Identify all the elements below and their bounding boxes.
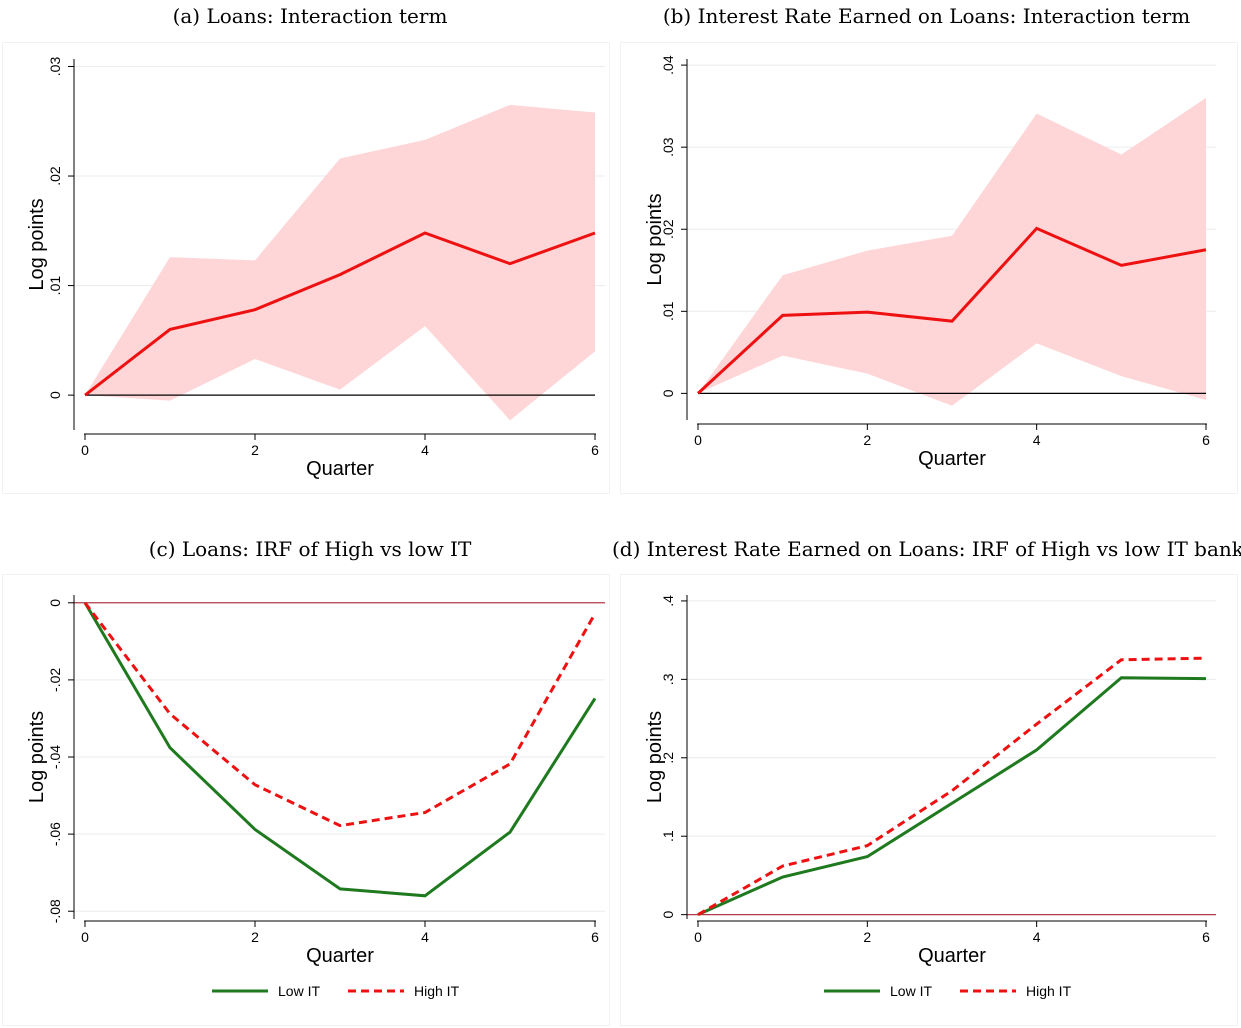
x-tick-label: 4 [421,929,429,945]
legend-label-high-it: High IT [1026,983,1072,999]
y-tick-label: .01 [660,301,676,321]
panel-b: 0 .01 .02 .03 .04 0 2 4 6 Quarter Log points [620,42,1238,494]
chart-b: 0 .01 .02 .03 .04 0 2 4 6 Quarter Log points [644,55,1216,470]
y-tick-label: .01 [47,276,63,296]
caption-c: (c) Loans: IRF of High vs low IT [148,537,472,561]
series-line-high-it [697,656,1207,916]
y-tick-label: .03 [660,137,676,157]
x-tick-label: 2 [251,442,259,458]
estimate-line [696,226,1207,395]
x-tick-label: 2 [863,929,871,945]
y-axis-title: Log points [26,198,48,290]
caption-a: (a) Loans: Interaction term [172,4,448,28]
panel-c: 0 -.02 -.04 -.06 -.08 0 2 4 6 Quarter Log points Lo… [2,574,610,1026]
chart-d: 0 .1 .2 .3 .4 0 2 4 6 Quarter Log points Low IT High… [644,595,1216,999]
y-tick-label: 0 [660,389,676,397]
x-tick-label: 0 [81,442,89,458]
x-tick-label: 4 [1033,432,1041,448]
y-tick-label: .03 [47,57,63,77]
legend-label-low-it: Low IT [890,983,932,999]
y-tick-label: .2 [660,752,676,764]
x-tick-label: 4 [1033,929,1041,945]
series-line-low-it [697,676,1207,917]
confidence-band [85,104,595,421]
legend: Low IT High IT [824,983,1072,999]
y-tick-label: .04 [660,55,676,75]
y-tick-label: .02 [660,219,676,239]
y-tick-label: .1 [660,830,676,842]
confidence-band [698,97,1206,406]
x-axis-title: Quarter [918,945,986,967]
estimate-line [84,231,596,397]
chart-c: 0 -.02 -.04 -.06 -.08 0 2 4 6 Quarter Log points Lo… [26,595,605,999]
y-axis-title: Log points [644,193,666,285]
legend-label-high-it: High IT [414,983,460,999]
y-tick-label: .4 [660,595,676,607]
x-tick-label: 4 [421,442,429,458]
x-tick-label: 2 [863,432,871,448]
y-tick-label: .3 [660,673,676,685]
x-tick-label: 0 [81,929,89,945]
y-tick-label: -.04 [47,745,63,769]
y-axis-title: Log points [26,711,48,803]
x-tick-label: 6 [591,442,599,458]
x-tick-label: 0 [694,432,702,448]
panel-d: 0 .1 .2 .3 .4 0 2 4 6 Quarter Log points Low IT High… [620,574,1238,1026]
y-tick-label: -.08 [47,899,63,923]
legend: Low IT High IT [212,983,460,999]
y-tick-label: -.06 [47,822,63,846]
panel-a: 0 .01 .02 .03 0 2 4 6 Quarter Log points [2,42,610,494]
series-line-low-it [83,602,597,898]
y-tick-label: 0 [47,391,63,399]
x-tick-label: 6 [591,929,599,945]
series-line-high-it [83,601,597,828]
x-axis-title: Quarter [918,448,986,470]
y-tick-label: -.02 [47,668,63,692]
x-tick-label: 0 [694,929,702,945]
x-tick-label: 6 [1202,432,1210,448]
x-tick-label: 2 [251,929,259,945]
x-axis-title: Quarter [306,458,374,480]
legend-label-low-it: Low IT [278,983,320,999]
y-axis-title: Log points [644,711,666,803]
caption-d: (d) Interest Rate Earned on Loans: IRF o… [612,537,1241,561]
x-axis-title: Quarter [306,945,374,967]
y-tick-label: 0 [660,911,676,919]
y-tick-label: .02 [47,166,63,186]
y-tick-label: 0 [47,599,63,607]
caption-b: (b) Interest Rate Earned on Loans: Inter… [662,4,1191,28]
chart-a: 0 .01 .02 .03 0 2 4 6 Quarter Log points [26,57,605,480]
x-tick-label: 6 [1202,929,1210,945]
